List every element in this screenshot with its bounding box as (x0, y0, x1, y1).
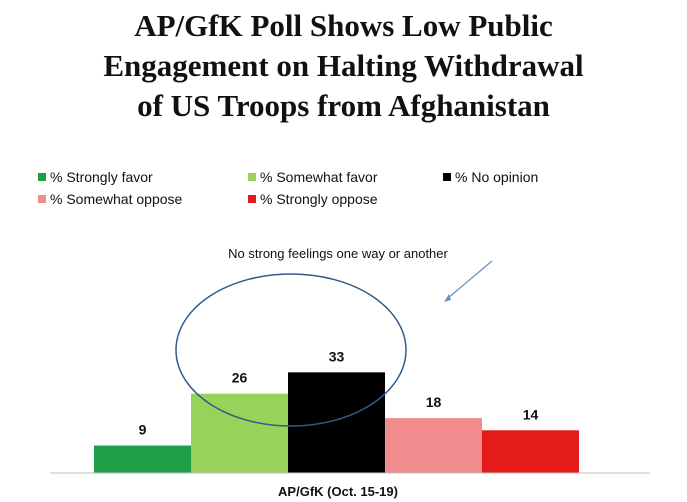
no-strong-feelings-ellipse (175, 273, 407, 427)
annotation-text: No strong feelings one way or another (228, 246, 448, 261)
bar (94, 445, 191, 473)
legend-label: % Strongly oppose (260, 191, 378, 207)
bar (288, 372, 385, 473)
legend-swatch (248, 173, 256, 181)
legend-swatch (443, 173, 451, 181)
legend-item: % Somewhat favor (248, 167, 378, 187)
legend-label: % Strongly favor (50, 169, 153, 185)
legend-label: % Somewhat favor (260, 169, 378, 185)
data-label: 9 (139, 422, 147, 438)
bar-chart: 9 26 33 18 14 No strong feelings one way or … (50, 246, 650, 499)
annotation-arrow (447, 260, 493, 299)
bar (191, 393, 288, 473)
legend-item: % Somewhat oppose (38, 189, 182, 209)
data-label: 18 (426, 394, 442, 410)
data-label: 26 (232, 370, 248, 386)
chart-title: AP/GfK Poll Shows Low Public Engagement … (103, 8, 584, 123)
data-label: 14 (523, 406, 539, 422)
bar (482, 430, 579, 473)
data-label: 33 (329, 348, 345, 364)
legend-swatch (248, 195, 256, 203)
legend-label: % No opinion (455, 169, 539, 185)
legend-swatch (38, 195, 46, 203)
annotation-arrowhead (444, 294, 451, 302)
legend-item: % No opinion (443, 167, 538, 187)
legend: % Strongly favor % Somewhat favor % No opi… (38, 167, 678, 215)
bar (385, 418, 482, 473)
legend-swatch (38, 173, 46, 181)
legend-label: % Somewhat oppose (50, 191, 183, 207)
legend-item: % Strongly oppose (248, 189, 378, 209)
x-axis-label: AP/GfK (Oct. 15-19) (278, 484, 398, 499)
legend-item: % Strongly favor (38, 167, 153, 187)
